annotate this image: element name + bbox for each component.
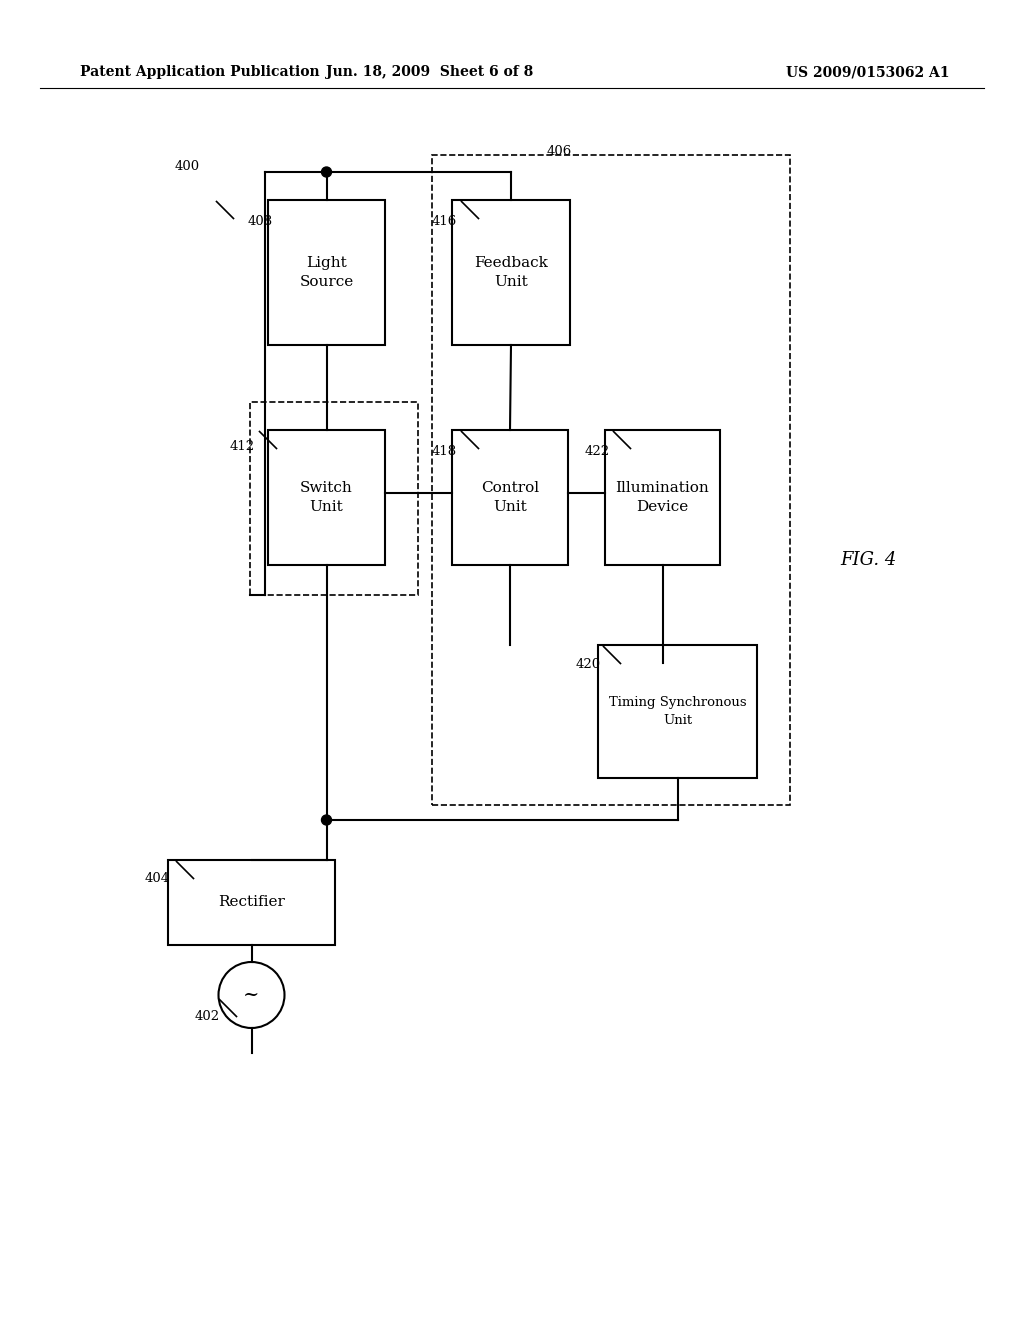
Bar	[605, 430, 720, 565]
Bar	[598, 645, 757, 777]
Text: 404: 404	[145, 873, 170, 884]
Bar	[268, 430, 385, 565]
Text: 402: 402	[195, 1010, 220, 1023]
Bar	[250, 403, 418, 595]
Text: 420: 420	[575, 657, 601, 671]
Bar	[268, 201, 385, 345]
Text: US 2009/0153062 A1: US 2009/0153062 A1	[786, 65, 950, 79]
Text: 418: 418	[432, 445, 457, 458]
Bar	[452, 430, 568, 565]
Text: ~: ~	[244, 986, 260, 1005]
Bar	[452, 201, 570, 345]
Text: Jun. 18, 2009  Sheet 6 of 8: Jun. 18, 2009 Sheet 6 of 8	[327, 65, 534, 79]
Text: Switch
Unit: Switch Unit	[300, 480, 353, 515]
Text: FIG. 4: FIG. 4	[840, 550, 896, 569]
Text: Rectifier: Rectifier	[218, 895, 285, 909]
Text: 412: 412	[230, 440, 255, 453]
Text: Feedback
Unit: Feedback Unit	[474, 256, 548, 289]
Text: 416: 416	[432, 215, 458, 228]
Text: Control
Unit: Control Unit	[481, 480, 539, 515]
Text: Illumination
Device: Illumination Device	[615, 480, 710, 515]
Bar	[432, 154, 790, 805]
Circle shape	[322, 814, 332, 825]
Circle shape	[322, 168, 332, 177]
Text: 406: 406	[547, 145, 572, 158]
Text: Patent Application Publication: Patent Application Publication	[80, 65, 319, 79]
Text: Light
Source: Light Source	[299, 256, 353, 289]
Text: 400: 400	[175, 160, 200, 173]
Text: 408: 408	[248, 215, 273, 228]
Text: Timing Synchronous
Unit: Timing Synchronous Unit	[608, 696, 746, 727]
Text: 422: 422	[585, 445, 610, 458]
Bar	[168, 861, 335, 945]
